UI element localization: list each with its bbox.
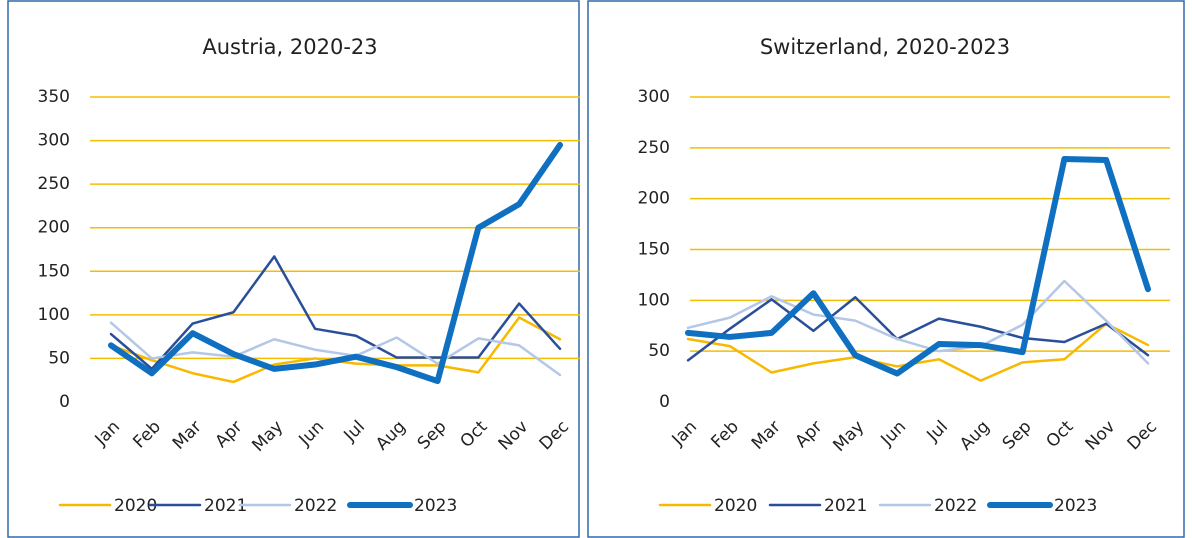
x-tick-label: Feb [707, 417, 742, 452]
x-tick-label: Jun [295, 417, 329, 451]
legend-label: 2021 [204, 496, 247, 516]
y-tick-label: 100 [38, 305, 70, 325]
legend-label: 2023 [1054, 496, 1097, 516]
chart-title: Switzerland, 2020-2023 [760, 35, 1010, 59]
series-line [109, 321, 562, 377]
legend-label: 2022 [294, 496, 337, 516]
x-tick-label: Apr [212, 417, 247, 452]
x-tick-label: Jul [923, 417, 952, 446]
legend-label: 2020 [114, 496, 157, 516]
y-tick-label: 350 [38, 87, 70, 107]
x-tick-label: Apr [792, 417, 827, 452]
series-line [686, 279, 1150, 365]
x-tick-label: May [829, 417, 868, 456]
x-tick-label: Feb [129, 417, 164, 452]
y-tick-label: 200 [38, 218, 70, 238]
y-tick-label: 0 [659, 392, 670, 412]
series-line [686, 296, 1150, 362]
x-tick-label: Sep [999, 417, 1036, 454]
x-tick-label: Jan [91, 417, 124, 450]
y-tick-label: 150 [638, 240, 670, 260]
x-tick-label: Oct [456, 417, 491, 452]
series-line [108, 141, 563, 385]
series-line [685, 156, 1151, 377]
panel-frame [7, 0, 580, 538]
y-tick-label: 100 [638, 290, 670, 310]
y-tick-label: 0 [59, 392, 70, 412]
y-tick-label: 150 [38, 261, 70, 281]
x-tick-label: Aug [956, 417, 994, 455]
y-tick-label: 300 [38, 131, 70, 151]
y-tick-label: 250 [638, 138, 670, 158]
legend-label: 2022 [934, 496, 977, 516]
x-tick-label: Dec [536, 417, 573, 454]
legend-label: 2023 [414, 496, 457, 516]
x-tick-label: Aug [372, 417, 410, 455]
y-tick-label: 50 [648, 341, 670, 361]
x-tick-label: May [248, 417, 287, 456]
x-tick-label: Nov [1082, 417, 1120, 455]
series-line [109, 255, 562, 371]
y-tick-label: 200 [638, 189, 670, 209]
y-tick-label: 250 [38, 174, 70, 194]
x-tick-label: Nov [495, 417, 533, 455]
x-tick-label: Jul [340, 417, 369, 446]
y-tick-label: 300 [638, 87, 670, 107]
y-tick-label: 50 [48, 348, 70, 368]
x-tick-label: Dec [1124, 417, 1161, 454]
x-tick-label: Oct [1042, 417, 1077, 452]
x-tick-label: Sep [414, 417, 451, 454]
legend-label: 2020 [714, 496, 757, 516]
x-tick-label: Jan [668, 417, 701, 450]
legend-label: 2021 [824, 496, 867, 516]
chart-title: Austria, 2020-23 [202, 35, 377, 59]
x-tick-label: Mar [169, 417, 206, 454]
series-line [686, 322, 1150, 382]
panel-frame [587, 0, 1185, 538]
x-tick-label: Jun [877, 417, 911, 451]
x-tick-label: Mar [748, 417, 785, 454]
